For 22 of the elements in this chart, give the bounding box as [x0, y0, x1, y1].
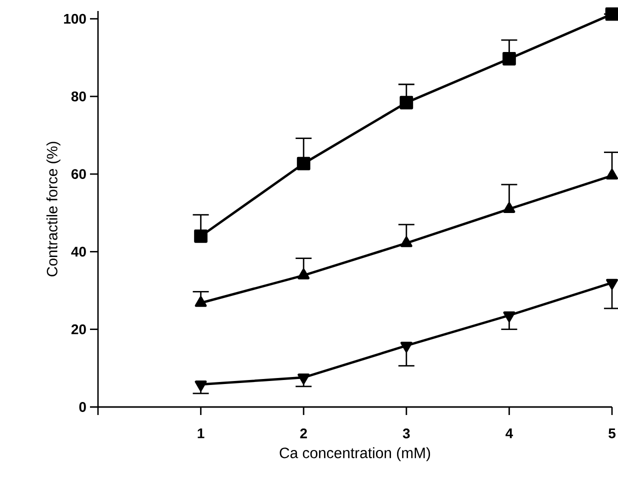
- point: [605, 7, 618, 21]
- x-tick-label: 5: [608, 428, 616, 438]
- point: [194, 229, 208, 243]
- point: [400, 342, 412, 352]
- point: [298, 374, 310, 384]
- point: [606, 278, 618, 290]
- y-tick-label: 100: [64, 14, 86, 24]
- point: [296, 156, 310, 170]
- point: [400, 96, 414, 110]
- y-tick-label: 60: [71, 169, 86, 179]
- y-tick-label: 40: [71, 246, 86, 257]
- y-tick-label: 20: [71, 324, 86, 334]
- point: [502, 52, 516, 66]
- y-tick-label: 80: [71, 91, 86, 102]
- y-axis-title: Contractile force (%): [46, 142, 60, 276]
- x-tick-label: 3: [402, 428, 410, 438]
- y-tick-label: 0: [79, 402, 86, 412]
- x-tick-label: 4: [506, 428, 514, 438]
- point: [503, 311, 516, 322]
- x-axis-title: Ca concentration (mM): [280, 447, 430, 462]
- x-tick-label: 2: [300, 428, 307, 438]
- x-tick-label: 1: [198, 428, 204, 438]
